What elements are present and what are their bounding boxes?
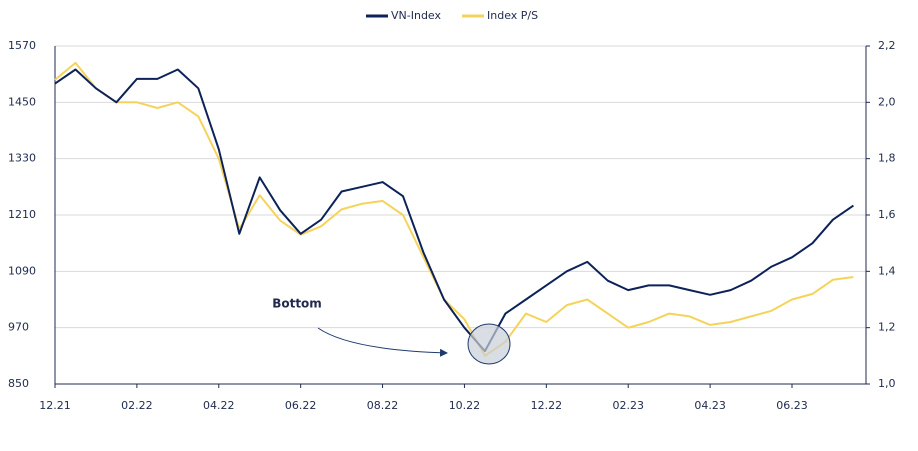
x-tick-label: 02.22 (121, 399, 153, 412)
annotation-arrow (317, 327, 448, 357)
y2-tick-label: 1,0 (878, 377, 896, 390)
y-tick-label: 1210 (8, 208, 36, 221)
legend: VN-Index Index P/S (366, 9, 538, 22)
legend-label: Index P/S (487, 9, 538, 22)
y-tick-label: 970 (8, 321, 29, 334)
x-tick-label: 06.23 (776, 399, 808, 412)
x-tick-label: 06.22 (285, 399, 317, 412)
x-tick-label: 04.22 (203, 399, 235, 412)
series-line (54, 68, 854, 353)
legend-label: VN-Index (391, 9, 441, 22)
bottom-highlight (467, 323, 511, 365)
y-tick-label: 1570 (8, 39, 36, 52)
y2-tick-label: 2,2 (878, 39, 896, 52)
x-tick-label: 12.22 (531, 399, 563, 412)
series-line (54, 61, 854, 357)
y2-tick-label: 1,2 (878, 321, 896, 334)
y2-tick-label: 1,4 (878, 264, 896, 277)
x-tick-label: 08.22 (367, 399, 399, 412)
y-tick-label: 1450 (8, 95, 36, 108)
x-tick-label: 02.23 (612, 399, 644, 412)
x-tick-label: 12.21 (39, 399, 71, 412)
y2-tick-label: 1,6 (878, 208, 896, 221)
y2-tick-label: 1,8 (878, 152, 896, 165)
y-tick-label: 1330 (8, 152, 36, 165)
annotation: Bottom (272, 297, 322, 311)
y2-tick-label: 2,0 (878, 95, 896, 108)
y-tick-label: 850 (8, 377, 29, 390)
x-tick-label: 10.22 (449, 399, 481, 412)
y-tick-label: 1090 (8, 264, 36, 277)
plot: 850 970 1090 1210 1330 1450 1570 1,0 1,2 1,4 1,6 1,… (8, 39, 896, 412)
x-tick-label: 04.23 (694, 399, 726, 412)
